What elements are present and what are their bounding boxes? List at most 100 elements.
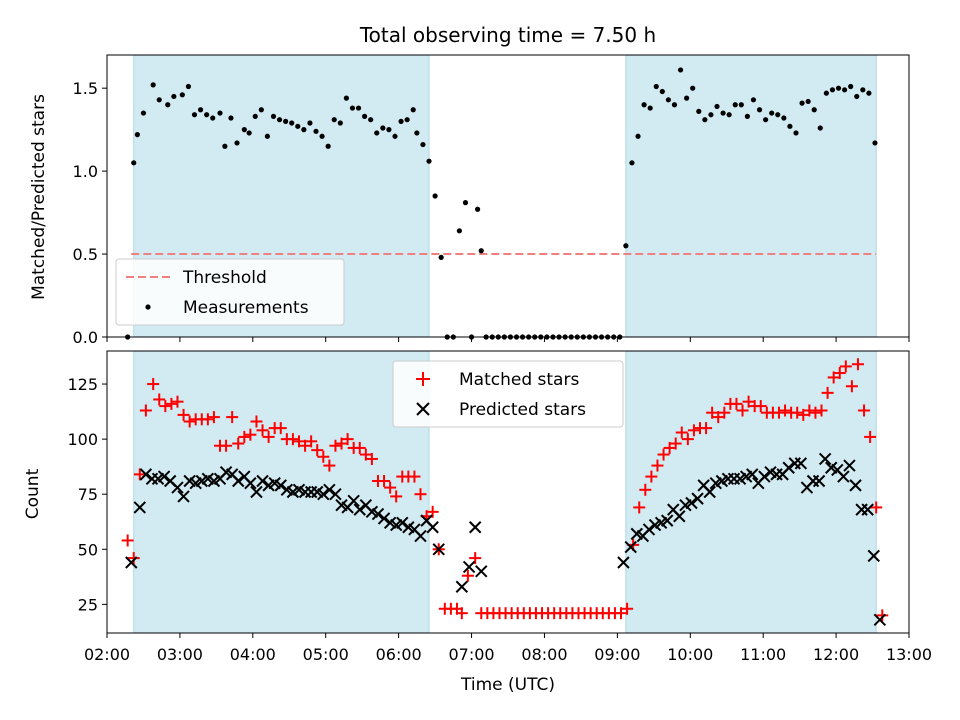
matched-star-point [803, 404, 816, 417]
predicted-star-point [624, 540, 637, 554]
predicted-star-point [353, 503, 366, 516]
matched-star-point [870, 501, 883, 514]
measurement-point [671, 102, 678, 108]
matched-star-point [645, 470, 658, 483]
measurement-point [817, 125, 823, 131]
matched-star-point [220, 439, 233, 452]
measurement-point [197, 107, 204, 113]
y-tick-label: 75 [78, 485, 98, 504]
matched-star-point [663, 441, 676, 454]
predicted-star-point [794, 457, 808, 470]
predicted-star-point [244, 476, 257, 490]
measurement-point [301, 127, 307, 133]
x-axis-label: Time (UTC) [460, 675, 555, 695]
measurement-point [307, 120, 313, 126]
bottom-axes-frame [106, 350, 910, 634]
measurement-point [665, 97, 672, 103]
measurement-point [131, 160, 137, 166]
legend-measurements-label: Measurements [183, 298, 309, 318]
measurement-point [696, 108, 702, 114]
predicted-star-point [317, 487, 330, 501]
predicted-star-point [818, 452, 832, 466]
matched-star-point [657, 448, 670, 461]
predicted-star-point [873, 613, 887, 626]
predicted-star-point [125, 556, 138, 569]
measurement-point [720, 110, 726, 116]
measurement-point [414, 130, 420, 136]
matched-star-point [839, 360, 852, 373]
predicted-star-point [250, 485, 263, 499]
predicted-star-point [377, 512, 391, 525]
matched-star-point [335, 437, 348, 450]
predicted-star-point [660, 514, 674, 527]
measurement-point [629, 160, 635, 166]
x-tick-label: 08:00 [521, 645, 567, 664]
x-tick-label: 05:00 [303, 645, 349, 664]
measurement-point [319, 133, 325, 139]
matched-star-point [317, 450, 330, 463]
measurement-point [829, 87, 836, 93]
matched-star-point [669, 437, 682, 450]
measurement-point [410, 107, 416, 113]
predicted-star-point [347, 494, 360, 508]
measurement-point [823, 90, 829, 96]
legend-measurements-swatch [145, 304, 151, 310]
measurement-point [432, 193, 438, 199]
predicted-star-point [861, 503, 874, 516]
predicted-star-point [673, 510, 686, 523]
measurement-point [848, 83, 854, 90]
predicted-star-point [329, 487, 342, 501]
measurement-point [374, 130, 380, 136]
measurement-point [343, 95, 349, 101]
predicted-star-point [746, 468, 759, 481]
y-tick-label: 0.0 [73, 328, 98, 347]
measurement-point [478, 248, 484, 254]
measurement-point [325, 143, 331, 149]
predicted-star-point [812, 474, 826, 488]
measurement-point [165, 102, 171, 108]
measurement-point [420, 141, 426, 148]
measurement-point [331, 117, 337, 123]
measurement-point [404, 117, 410, 123]
matched-star-point [353, 441, 366, 454]
matched-star-point [718, 406, 731, 419]
predicted-star-point [171, 481, 184, 494]
predicted-star-point [371, 507, 385, 521]
measurement-point [171, 93, 177, 100]
measurement-point [872, 140, 878, 146]
matched-star-point [772, 406, 785, 419]
shaded-region [625, 350, 877, 634]
y-tick-label: 25 [78, 595, 98, 614]
predicted-stars-points [125, 452, 887, 626]
measurement-point [349, 105, 356, 111]
measurement-point [799, 100, 805, 106]
measurement-point [222, 143, 228, 149]
predicted-star-point [133, 501, 147, 514]
measurement-point [787, 123, 793, 129]
matched-star-point [384, 481, 397, 494]
x-tick-label: 04:00 [230, 645, 276, 664]
matched-star-point [153, 393, 166, 406]
matched-star-point [681, 433, 694, 446]
measurement-point [781, 115, 787, 121]
matched-star-point [323, 459, 336, 472]
measurement-point [204, 112, 210, 118]
measurement-point [246, 130, 252, 136]
y-tick-label: 1.5 [73, 79, 98, 98]
predicted-star-point [691, 492, 704, 505]
x-tick-label: 03:00 [157, 645, 203, 664]
bottom-y-ticks: 25 50 75 100 125 [67, 375, 107, 614]
matched-star-point [730, 397, 743, 410]
matched-star-point [165, 397, 178, 410]
top-legend-box [115, 258, 345, 326]
measurement-point [462, 200, 469, 206]
x-tick-label: 13:00 [886, 645, 932, 664]
matched-star-point [651, 459, 664, 472]
measurement-point [635, 133, 641, 139]
measurement-point [276, 117, 283, 123]
matched-star-point [621, 602, 634, 615]
matched-star-point [414, 488, 427, 501]
matched-star-point [742, 395, 755, 408]
measurement-point [708, 112, 714, 118]
predicted-star-point [843, 459, 856, 472]
